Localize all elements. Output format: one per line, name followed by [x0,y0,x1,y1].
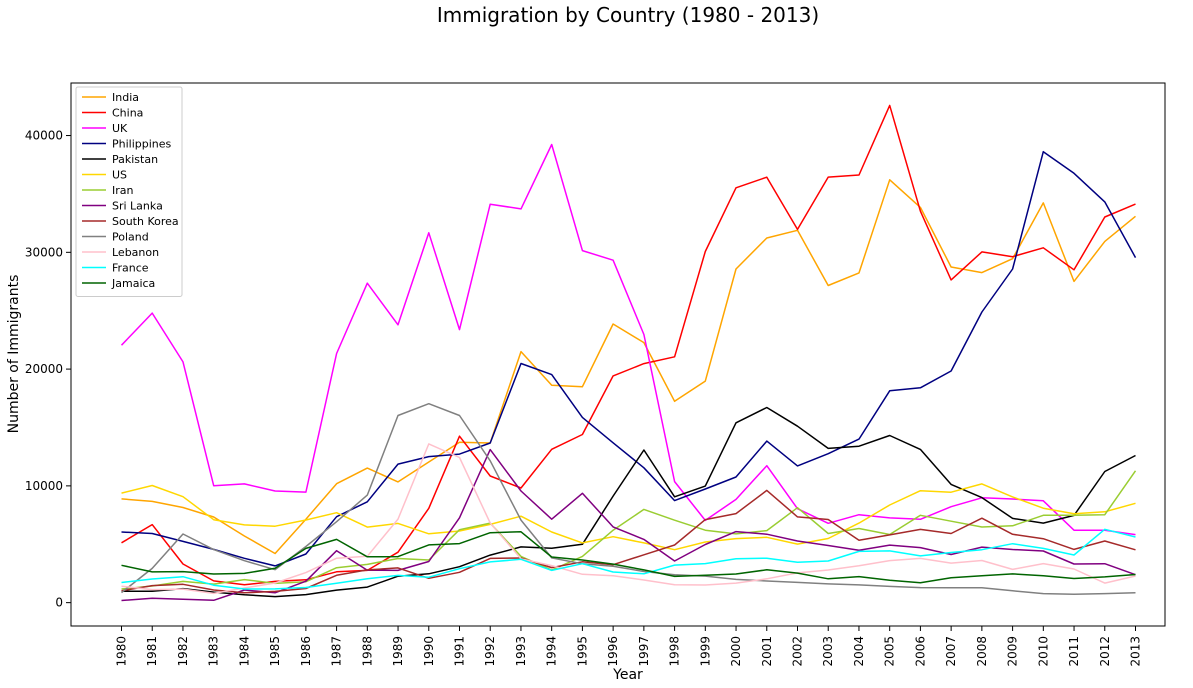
x-tick-label: 1992 [483,636,497,667]
legend-label: US [112,169,127,182]
x-tick-label: 1997 [637,636,651,667]
x-tick-label: 2013 [1129,636,1143,667]
series-line-france [121,528,1136,590]
legend-label: Iran [112,184,134,197]
x-tick-label: 2005 [883,636,897,667]
x-axis-label: Year [612,667,643,683]
legend: India China UK Philippines Pakistan US Iran Sri… [75,86,183,297]
series-line-philippines [121,150,1137,567]
x-tick-label: 1995 [575,636,589,667]
series-line-pakistan [121,406,1136,598]
x-tick-label: 1985 [268,636,282,667]
x-tick-label: 2002 [791,636,805,667]
y-tick-label: 10000 [25,479,63,493]
x-tick-label: 2011 [1067,636,1081,667]
x-tick-label: 1996 [606,636,620,667]
x-tick-label: 1988 [360,636,374,667]
legend-label: China [112,107,143,120]
x-tick-label: 2006 [913,636,927,667]
legend-label: Jamaica [111,277,155,290]
x-tick-label: 1980 [115,636,129,667]
x-tick-label: 1991 [453,636,467,667]
x-axis: 1980 1981 1982 1983 1984 1985 1986 1987 1988 1989… [115,626,1143,667]
x-tick-label: 2009 [1006,636,1020,667]
y-tick-label: 0 [55,596,63,610]
series-line-lebanon [121,443,1136,595]
x-tick-label: 1983 [207,636,221,667]
plot-area [70,82,1166,627]
series-line-us [121,483,1136,551]
series-line-south-korea [121,489,1136,594]
x-tick-label: 1986 [299,636,313,667]
legend-label: Philippines [112,138,172,151]
x-tick-label: 1982 [176,636,190,667]
x-tick-label: 2008 [975,636,989,667]
legend-label: Poland [112,231,149,244]
y-axis: 0 10000 20000 30000 40000 [25,129,71,610]
y-tick-label: 30000 [25,245,63,259]
legend-label: Sri Lanka [112,200,163,213]
x-tick-label: 2010 [1036,636,1050,667]
series-line-iran [121,470,1137,590]
x-tick-label: 1993 [514,636,528,667]
series-line-china [121,104,1136,586]
legend-label: France [112,262,149,275]
chart-title: Immigration by Country (1980 - 2013) [437,3,819,27]
series-line-jamaica [121,531,1136,584]
legend-box [75,86,183,297]
x-tick-label: 1998 [668,636,682,667]
y-axis-label: Number of Immigrants [6,275,22,434]
x-tick-label: 1981 [145,636,159,667]
x-tick-label: 2007 [944,636,958,667]
legend-label: Lebanon [112,246,159,259]
y-tick-label: 40000 [25,129,63,143]
legend-label: UK [112,122,128,135]
x-tick-label: 1999 [698,636,712,667]
x-tick-label: 2000 [729,636,743,667]
legend-label: India [112,91,139,104]
x-tick-label: 1984 [237,636,251,667]
x-tick-label: 2001 [760,636,774,667]
x-tick-label: 1987 [330,636,344,667]
series-lines [120,104,1137,602]
series-line-india [121,179,1136,555]
legend-label: South Korea [112,215,179,228]
x-tick-label: 2004 [852,636,866,667]
x-tick-label: 1990 [422,636,436,667]
legend-label: Pakistan [112,153,158,166]
x-tick-label: 2012 [1098,636,1112,667]
y-tick-label: 20000 [25,362,63,376]
x-tick-label: 1994 [545,636,559,667]
x-tick-label: 1989 [391,636,405,667]
series-line-uk [120,143,1136,536]
x-tick-label: 2003 [821,636,835,667]
